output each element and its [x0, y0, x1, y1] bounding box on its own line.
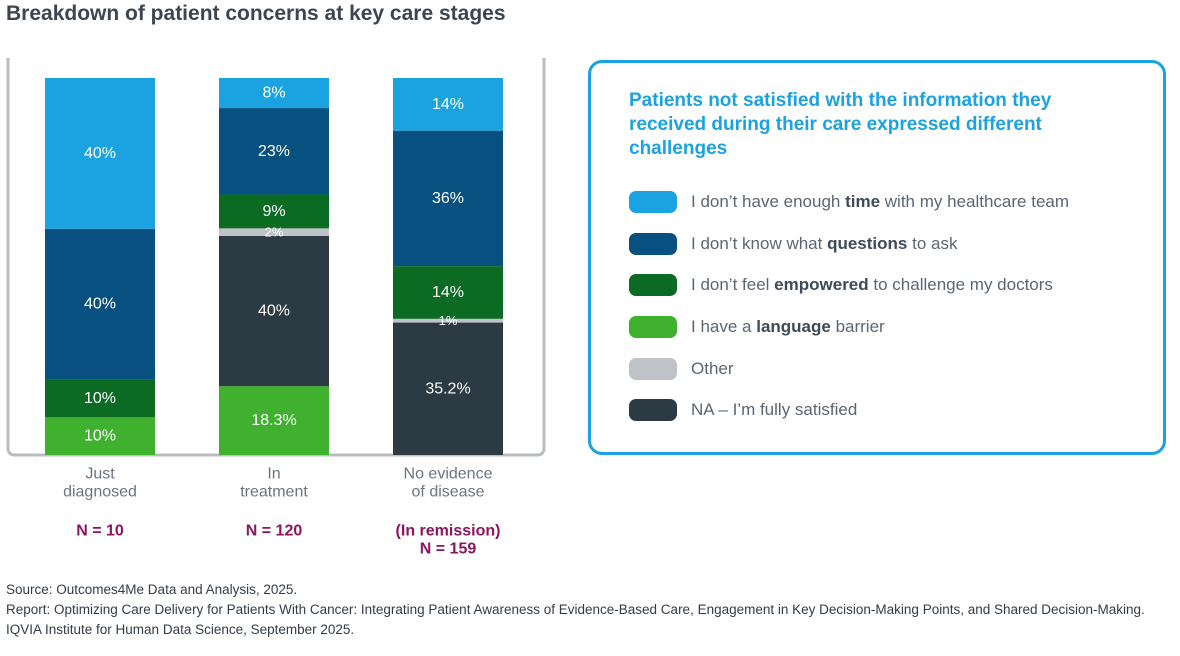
legend-list: I don’t have enough time with my healthc…: [629, 181, 1069, 431]
data-label: 40%: [84, 145, 116, 162]
bar-segment-in-treatment-2: [219, 194, 329, 229]
legend-swatch: [629, 399, 677, 422]
bar-segment-no-evidence-of-disease-1: [393, 130, 503, 267]
legend-label: NA – I’m fully satisfied: [691, 400, 858, 420]
data-label: 10%: [84, 390, 116, 407]
bar-segment-just-diagnosed-0: [45, 78, 155, 229]
bar-segment-no-evidence-of-disease-5: [393, 322, 503, 455]
data-label: 18.3%: [251, 412, 296, 429]
legend-label: I don’t feel empowered to challenge my d…: [691, 275, 1053, 295]
category-label: No evidence: [404, 466, 493, 483]
sample-size-label: N = 120: [246, 523, 303, 540]
legend-panel: Patients not satisfied with the informat…: [588, 60, 1166, 455]
data-label: 14%: [432, 284, 464, 301]
category-label: diagnosed: [63, 484, 137, 501]
bar-segment-no-evidence-of-disease-0: [393, 78, 503, 131]
legend-item: I have a language barrier: [629, 306, 1069, 348]
category-label: Just: [85, 466, 115, 483]
bar-segment-in-treatment-3: [219, 386, 329, 455]
legend-label: I have a language barrier: [691, 316, 885, 336]
bar-segment-in-treatment-1: [219, 108, 329, 195]
data-label: 10%: [84, 428, 116, 445]
sample-size-label: (In remission): [396, 523, 501, 540]
bar-segment-no-evidence-of-disease-4: [393, 318, 503, 323]
legend-heading: Patients not satisfied with the informat…: [629, 90, 1052, 159]
category-label: In: [267, 466, 280, 483]
legend-swatch: [629, 315, 677, 338]
data-label: 36%: [432, 190, 464, 207]
legend-swatch: [629, 232, 677, 255]
legend-swatch: [629, 190, 677, 213]
bar-segment-in-treatment-4: [219, 228, 329, 236]
category-label: treatment: [240, 484, 308, 501]
data-label: 23%: [258, 143, 290, 160]
data-label: 8%: [262, 85, 285, 102]
source-line: Source: Outcomes4Me Data and Analysis, 2…: [6, 582, 298, 597]
data-label: 14%: [432, 96, 464, 113]
data-label: 35.2%: [425, 380, 470, 397]
bar-segment-just-diagnosed-1: [45, 228, 155, 380]
data-label: 40%: [258, 303, 290, 320]
legend-label: I don’t have enough time with my healthc…: [691, 191, 1070, 211]
legend-item: I don’t know what questions to ask: [629, 223, 1069, 265]
report-citation: Report: Optimizing Care Delivery for Pat…: [6, 602, 1145, 637]
bar-segment-just-diagnosed-2: [45, 379, 155, 418]
data-label: 2%: [265, 225, 284, 240]
data-label: 9%: [262, 203, 285, 220]
category-label: of disease: [412, 484, 485, 501]
bar-segment-no-evidence-of-disease-2: [393, 266, 503, 319]
legend-label: Other: [691, 358, 734, 378]
legend-label: I don’t know what questions to ask: [691, 233, 958, 253]
chart-title: Breakdown of patient concerns at key car…: [6, 2, 506, 25]
data-label: 1%: [439, 313, 458, 328]
sample-size-label: N = 10: [76, 523, 124, 540]
sample-size-label: N = 159: [420, 541, 477, 558]
bar-segment-in-treatment-0: [219, 78, 329, 109]
data-label: 40%: [84, 296, 116, 313]
legend-swatch: [629, 357, 677, 380]
legend-item: Other: [629, 348, 1069, 390]
source-note: Source: Outcomes4Me Data and Analysis, 2…: [6, 580, 1176, 640]
bar-segment-just-diagnosed-3: [45, 417, 155, 455]
legend-swatch: [629, 274, 677, 297]
legend-item: NA – I’m fully satisfied: [629, 389, 1069, 431]
legend-item: I don’t feel empowered to challenge my d…: [629, 264, 1069, 306]
bar-segment-in-treatment-5: [219, 235, 329, 387]
legend-item: I don’t have enough time with my healthc…: [629, 181, 1069, 223]
